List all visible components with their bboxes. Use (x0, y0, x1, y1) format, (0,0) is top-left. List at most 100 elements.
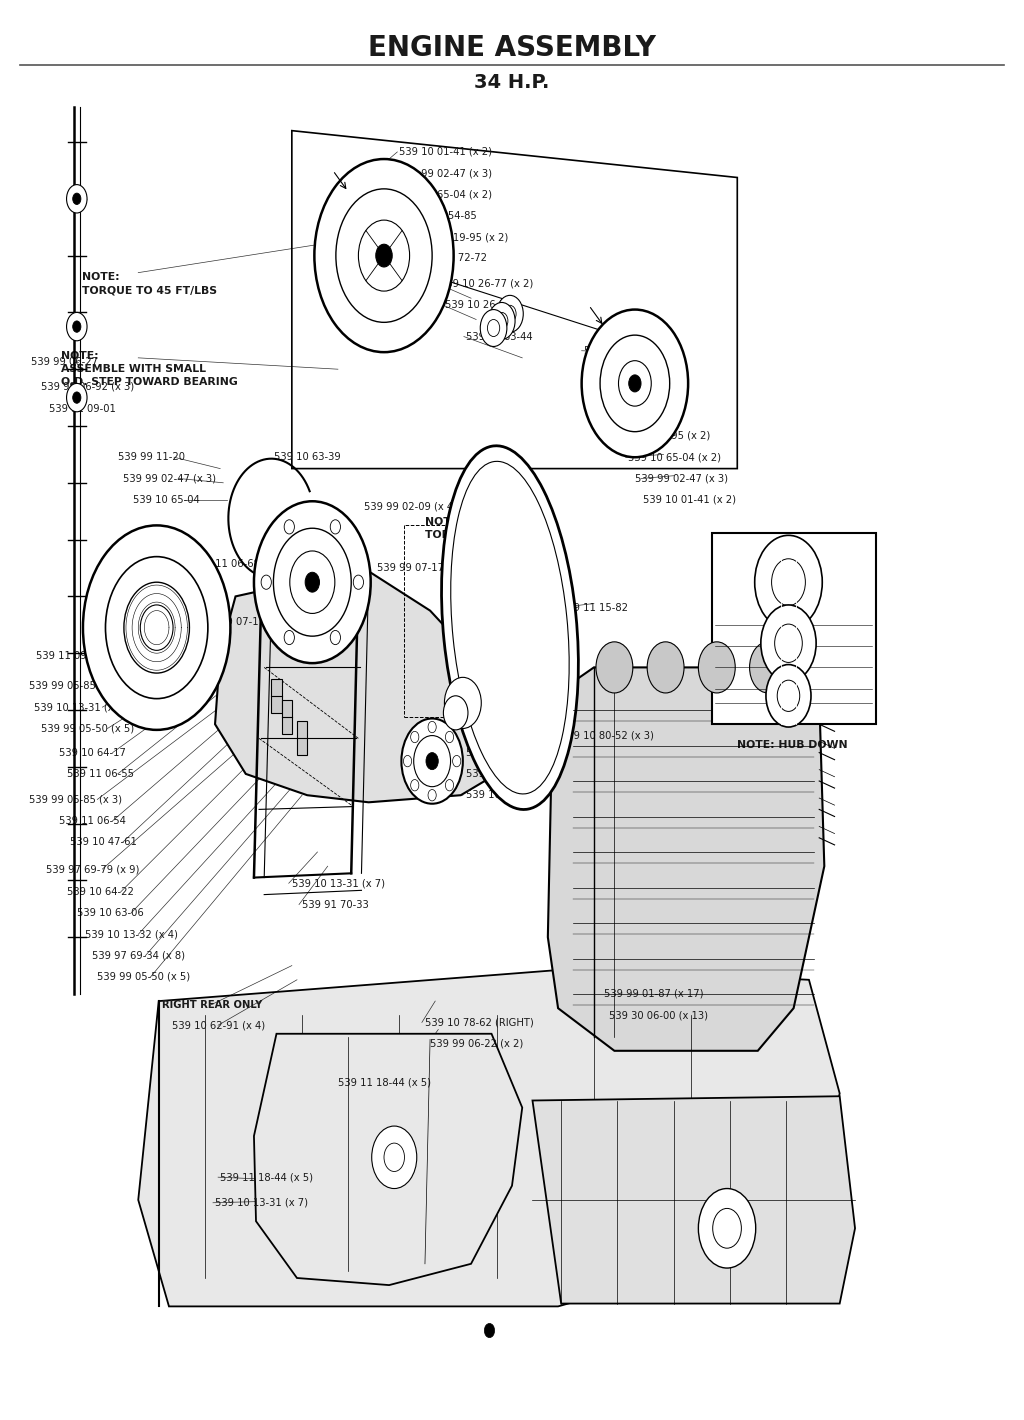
Text: 539 10 83-46: 539 10 83-46 (466, 726, 532, 737)
Circle shape (504, 305, 516, 322)
Circle shape (428, 721, 436, 733)
Ellipse shape (451, 462, 569, 794)
Circle shape (766, 665, 811, 727)
Circle shape (372, 1126, 417, 1189)
Text: 539 10 13-31 (x 7): 539 10 13-31 (x 7) (292, 878, 385, 889)
Circle shape (445, 731, 454, 743)
Circle shape (629, 375, 641, 392)
Text: 539 99 11-20: 539 99 11-20 (118, 452, 184, 463)
Text: 539 10 78-64: 539 10 78-64 (466, 683, 532, 694)
Circle shape (713, 1208, 741, 1248)
Circle shape (336, 189, 432, 322)
Text: 539 11 06-68: 539 11 06-68 (193, 558, 259, 569)
Polygon shape (254, 1034, 522, 1285)
Circle shape (358, 220, 410, 291)
Circle shape (330, 520, 340, 534)
Text: 539 10 13-32 (x 4): 539 10 13-32 (x 4) (85, 929, 178, 940)
Circle shape (484, 1323, 495, 1338)
Text: 539 11 09-00: 539 11 09-00 (36, 650, 102, 662)
Text: 539 10 26-77 (x 2): 539 10 26-77 (x 2) (589, 366, 682, 378)
Text: 539 97 69-34 (x 8): 539 97 69-34 (x 8) (466, 704, 559, 716)
Text: 539 10 82-71: 539 10 82-71 (466, 790, 532, 801)
Text: 539 99 02-47 (x 3): 539 99 02-47 (x 3) (123, 473, 216, 484)
Text: 539 10 19-95 (x 2): 539 10 19-95 (x 2) (617, 430, 711, 442)
Circle shape (772, 559, 805, 605)
Circle shape (445, 780, 454, 791)
Text: ENGINE ASSEMBLY: ENGINE ASSEMBLY (368, 34, 656, 62)
Text: 539 10 62-91 (x 4): 539 10 62-91 (x 4) (172, 1020, 265, 1031)
Circle shape (426, 753, 438, 770)
Circle shape (777, 680, 800, 711)
Text: 34 H.P.: 34 H.P. (474, 72, 550, 92)
Text: 539 99 05-50 (x 5): 539 99 05-50 (x 5) (97, 971, 190, 983)
Circle shape (305, 572, 319, 592)
Text: 539 99 06-22 (x 2): 539 99 06-22 (x 2) (430, 1038, 523, 1049)
Text: NOTE:
TORQUE TO 45 FT/LBS: NOTE: TORQUE TO 45 FT/LBS (425, 517, 560, 540)
Text: 539 10 65-04 (x 2): 539 10 65-04 (x 2) (628, 452, 721, 463)
Text: 539 10 65-04 (x 2): 539 10 65-04 (x 2) (399, 189, 493, 200)
Ellipse shape (441, 446, 579, 809)
Circle shape (411, 780, 419, 791)
Circle shape (596, 642, 633, 693)
Circle shape (285, 520, 295, 534)
Text: 539 11 09-01: 539 11 09-01 (49, 403, 116, 415)
Circle shape (698, 1189, 756, 1268)
Circle shape (618, 361, 651, 406)
Circle shape (487, 320, 500, 337)
Circle shape (261, 575, 271, 589)
Circle shape (273, 528, 351, 636)
Circle shape (140, 605, 173, 650)
Circle shape (444, 677, 481, 728)
Circle shape (67, 312, 87, 341)
Circle shape (698, 642, 735, 693)
Text: 539 10 47-61: 539 10 47-61 (70, 836, 136, 848)
Circle shape (401, 719, 463, 804)
Text: 539 10 64-17: 539 10 64-17 (59, 747, 126, 758)
Text: 539 10 22-44: 539 10 22-44 (596, 388, 663, 399)
Circle shape (290, 551, 335, 613)
Circle shape (330, 630, 340, 645)
Text: 539 11 06-54: 539 11 06-54 (59, 815, 126, 826)
Text: 539 10 54-85: 539 10 54-85 (410, 210, 476, 222)
Text: 539 11 06-55: 539 11 06-55 (67, 768, 133, 780)
Bar (297, 721, 307, 755)
Polygon shape (138, 968, 840, 1306)
Text: 539 10 13-31 (x 7): 539 10 13-31 (x 7) (215, 1197, 308, 1208)
Circle shape (314, 159, 454, 352)
Circle shape (73, 193, 81, 204)
Text: 539 10 65-04: 539 10 65-04 (133, 494, 200, 506)
Bar (712, 532, 876, 724)
Circle shape (428, 790, 436, 801)
Bar (271, 679, 282, 713)
Circle shape (496, 312, 508, 329)
Polygon shape (215, 568, 502, 802)
Text: 539 99 05-85 (x 3): 539 99 05-85 (x 3) (29, 794, 122, 805)
Polygon shape (292, 131, 737, 469)
Text: 539 30 06-00 (x 13): 539 30 06-00 (x 13) (609, 1010, 709, 1021)
Text: 539 99 02-09 (x 4): 539 99 02-09 (x 4) (364, 501, 457, 513)
Text: 539 10 63-39: 539 10 63-39 (274, 452, 341, 463)
Text: 539 99 01-22: 539 99 01-22 (466, 768, 532, 780)
Text: 539 10 63-44: 539 10 63-44 (466, 331, 532, 342)
Text: 539 99 05-50 (x 5): 539 99 05-50 (x 5) (41, 723, 134, 734)
Circle shape (755, 535, 822, 629)
Circle shape (376, 244, 392, 267)
Text: 539 10 63-06: 539 10 63-06 (77, 907, 143, 919)
Circle shape (600, 335, 670, 432)
Text: 539 91 70-33: 539 91 70-33 (302, 899, 369, 910)
Circle shape (67, 185, 87, 213)
Text: RIGHT REAR ONLY: RIGHT REAR ONLY (162, 1000, 262, 1011)
Text: 539 99 01-87 (x 17): 539 99 01-87 (x 17) (604, 988, 703, 1000)
Text: 539 99 07-17 (x 8): 539 99 07-17 (x 8) (198, 616, 291, 628)
Text: 539 10 72-72: 539 10 72-72 (420, 253, 486, 264)
Text: 539 10 26-76: 539 10 26-76 (445, 300, 512, 311)
Polygon shape (548, 667, 824, 1051)
Text: 539 99 07-17 (x 8): 539 99 07-17 (x 8) (377, 562, 470, 574)
Text: 539 10 78-62 (RIGHT): 539 10 78-62 (RIGHT) (425, 1017, 534, 1028)
Text: 539 11 18-44 (x 5): 539 11 18-44 (x 5) (220, 1172, 313, 1183)
Circle shape (488, 302, 515, 339)
Circle shape (750, 642, 786, 693)
Circle shape (353, 575, 364, 589)
Circle shape (384, 1143, 404, 1172)
Circle shape (443, 696, 468, 730)
